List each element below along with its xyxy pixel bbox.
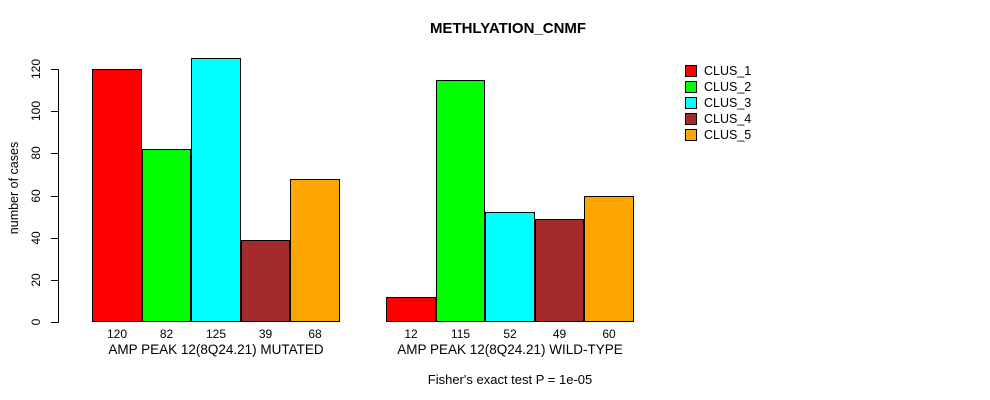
- y-tick-label: 80: [29, 146, 43, 160]
- bar-clus_2-group1: [142, 149, 191, 322]
- legend-label: CLUS_2: [704, 80, 752, 94]
- bar-clus_4-group2: [535, 219, 584, 322]
- bar-value-label: 49: [552, 327, 567, 341]
- legend-label: CLUS_3: [704, 96, 752, 110]
- legend-swatch: [685, 97, 697, 109]
- y-tick: [51, 153, 58, 154]
- group-axis-label: AMP PEAK 12(8Q24.21) WILD-TYPE: [397, 342, 623, 357]
- y-axis-line: [58, 69, 59, 323]
- y-tick-label: 120: [29, 58, 43, 80]
- group-axis-label: AMP PEAK 12(8Q24.21) MUTATED: [108, 342, 324, 357]
- bar-value-label: 115: [450, 327, 471, 341]
- bar-clus_5-group1: [290, 179, 340, 322]
- y-tick: [51, 238, 58, 239]
- legend-item: CLUS_2: [685, 80, 751, 94]
- bar-value-label: 60: [602, 327, 616, 341]
- bar-clus_4-group1: [241, 240, 290, 322]
- legend-swatch: [685, 65, 697, 77]
- bar-value-label: 120: [106, 327, 128, 341]
- y-tick-label: 0: [29, 318, 43, 326]
- legend-swatch: [685, 113, 697, 125]
- legend-label: CLUS_5: [704, 128, 752, 142]
- legend-swatch: [685, 81, 697, 93]
- chart-title: METHLYATION_CNMF: [429, 20, 587, 37]
- bar-clus_2-group2: [436, 80, 485, 322]
- legend-item: CLUS_3: [685, 96, 751, 110]
- y-tick: [51, 196, 58, 197]
- legend-item: CLUS_5: [685, 128, 751, 142]
- bar-clus_1-group1: [92, 69, 142, 322]
- fisher-test-annotation: Fisher's exact test P = 1e-05: [427, 372, 593, 387]
- y-tick-label: 60: [29, 189, 43, 203]
- bar-value-label: 12: [404, 327, 418, 341]
- y-tick: [51, 322, 58, 323]
- legend-label: CLUS_1: [704, 64, 752, 78]
- bar-clus_3-group1: [191, 58, 241, 322]
- bar-value-label: 39: [258, 327, 273, 341]
- y-tick: [51, 111, 58, 112]
- y-tick: [51, 280, 58, 281]
- y-tick-label: 20: [29, 273, 43, 287]
- bar-clus_1-group2: [386, 297, 436, 322]
- legend-swatch: [685, 129, 697, 141]
- y-tick-label: 100: [29, 100, 43, 122]
- legend-label: CLUS_4: [704, 112, 752, 126]
- bar-value-label: 68: [308, 327, 322, 341]
- bar-value-label: 82: [159, 327, 174, 341]
- y-tick: [51, 69, 58, 70]
- y-tick-label: 40: [29, 231, 43, 245]
- bar-value-label: 52: [503, 327, 517, 341]
- legend-item: CLUS_1: [685, 64, 751, 78]
- bar-clus_3-group2: [485, 212, 535, 322]
- bar-clus_5-group2: [584, 196, 634, 322]
- bar-value-label: 125: [205, 327, 227, 341]
- legend-item: CLUS_4: [685, 112, 751, 126]
